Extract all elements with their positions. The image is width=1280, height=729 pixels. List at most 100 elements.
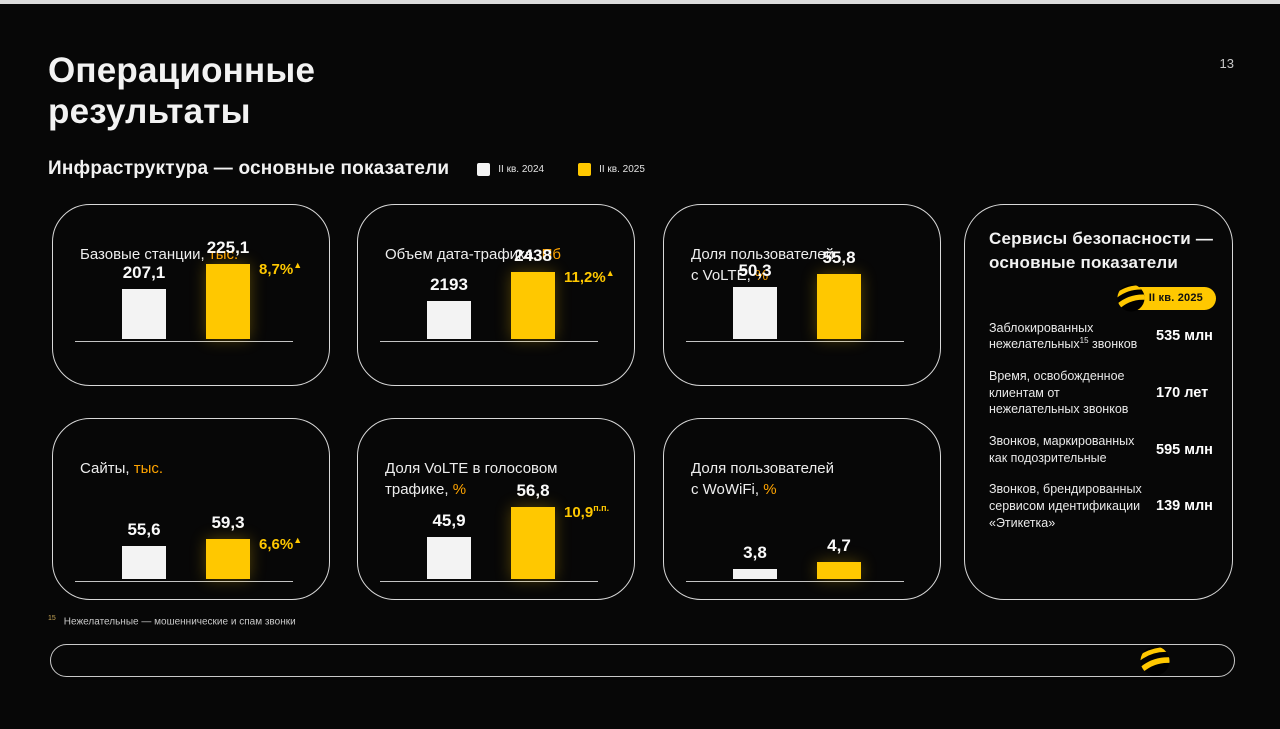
chart-title-text: Базовые станции,: [80, 246, 209, 264]
bar-value-label: 55,8: [822, 248, 856, 267]
bar-2024: [122, 289, 166, 339]
chart-card-base-stations: Базовые станции, тыс. 207,1 225,1 8,7%▲: [52, 204, 330, 386]
beeline-logo-icon: [1116, 283, 1145, 312]
chart-title: Доля пользователей с WoWiFi, %: [691, 439, 920, 500]
legend-swatch-yellow: [578, 162, 592, 176]
stat-row-marked-calls: Звонков, маркированных как подозрительны…: [989, 433, 1216, 466]
legend-label: II кв. 2024: [498, 163, 545, 175]
bar-2025: 6,6%▲: [206, 535, 302, 579]
bar-value-label: 59,3: [211, 513, 245, 532]
bar-group-2024: 3,8: [710, 543, 800, 579]
bar-group-2024: 55,6: [99, 520, 189, 579]
bar-value-label: 50,3: [738, 261, 772, 280]
stat-value: 170 лет: [1156, 385, 1209, 402]
badge-row: II кв. 2025: [989, 283, 1216, 312]
delta-value: 11,2%: [564, 269, 606, 286]
bar-2025: 11,2%▲: [511, 268, 615, 339]
delta-value: 8,7%: [259, 261, 294, 278]
footnote-marker: 15: [48, 615, 56, 622]
bar-group-2025: 4,7: [794, 536, 884, 579]
chart-axis-line: [75, 581, 293, 582]
chart-card-wowifi-users: Доля пользователей с WoWiFi, % 3,8 4,7: [663, 418, 941, 600]
chart-axis-line: [75, 341, 293, 342]
bar-value-label: 45,9: [432, 511, 466, 530]
bar-2025: 10,9п.п.: [511, 503, 609, 579]
stat-label-text: Заблокированных нежелательных: [989, 320, 1094, 352]
stat-row-time-saved: Время, освобожденное клиентам от нежелат…: [989, 368, 1216, 418]
stat-row-blocked-calls: Заблокированных нежелательных15 звонков …: [989, 320, 1216, 353]
bar-group-2024: 50,3: [710, 261, 800, 339]
stat-value: 535 млн: [1156, 328, 1213, 345]
chart-axis-line: [686, 581, 904, 582]
footnote-text: Нежелательные — мошеннические и спам зво…: [63, 616, 296, 628]
section-title: Инфраструктура — основные показатели: [48, 158, 450, 179]
chart-card-volte-users: Доля пользователей с VoLTE, % 50,3 55,8: [663, 204, 941, 386]
beeline-logo-icon: [1140, 646, 1170, 676]
bar-value-label: 225,1: [206, 238, 250, 257]
delta-unit-sup: п.п.: [593, 503, 610, 513]
delta-label: 10,9п.п.: [564, 503, 609, 521]
chart-title-text: Доля пользователей с WoWiFi,: [691, 460, 834, 498]
chart-title-text: Объем дата-трафика,: [385, 246, 542, 264]
chart-card-data-traffic: Объем дата-трафика, Пб 2193 2438 11,2%▲: [357, 204, 635, 386]
bottom-brand-bar: [50, 644, 1235, 677]
chart-axis-line: [380, 581, 598, 582]
stat-label: Заблокированных нежелательных15 звонков: [989, 320, 1156, 353]
page-title: Операционные результаты: [48, 51, 316, 132]
stat-label: Звонков, маркированных как подозрительны…: [989, 433, 1156, 466]
quarter-badge: II кв. 2025: [1116, 283, 1216, 312]
legend-label: II кв. 2025: [599, 163, 645, 175]
bar-value-label: 2438: [514, 246, 552, 265]
chart-unit: %: [452, 480, 467, 498]
bar-group-2025: 59,3 6,6%▲: [183, 513, 302, 579]
stat-label: Звонков, брендированных сервисом идентиф…: [989, 481, 1156, 531]
delta-arrow-icon: ▲: [605, 268, 615, 278]
stat-label-text: Звонков, брендированных сервисом идентиф…: [989, 482, 1142, 530]
delta-arrow-icon: ▲: [293, 535, 303, 545]
stat-label: Время, освобожденное клиентам от нежелат…: [989, 368, 1156, 418]
stat-label-text: звонков: [1088, 337, 1138, 352]
chart-unit: Пб: [541, 246, 561, 264]
bar-group-2024: 45,9: [404, 511, 494, 579]
bar-group-2024: 2193: [404, 275, 494, 339]
panel-title: Сервисы безопасности — основные показате…: [989, 229, 1214, 272]
chart-title: Объем дата-трафика, Пб: [385, 225, 614, 266]
bar-value-label: 207,1: [122, 263, 166, 282]
bar-2024: [427, 301, 471, 339]
bar-2024: [122, 546, 166, 579]
delta-arrow-icon: ▲: [293, 260, 303, 270]
bar-value-label: 3,8: [743, 543, 767, 562]
bar-2024: [427, 537, 471, 579]
chart-unit: тыс.: [208, 246, 239, 264]
bar-value-label: 2193: [430, 275, 468, 294]
security-services-panel: Сервисы безопасности — основные показате…: [964, 204, 1233, 600]
chart-unit: %: [763, 480, 777, 498]
bar-2025: 8,7%▲: [206, 260, 302, 339]
stat-value: 595 млн: [1156, 441, 1213, 458]
chart-axis-line: [380, 341, 598, 342]
chart-unit: тыс.: [133, 460, 164, 478]
stat-label-footnote-ref: 15: [1079, 336, 1089, 346]
page-number: 13: [1219, 56, 1234, 71]
stat-row-branded-calls: Звонков, брендированных сервисом идентиф…: [989, 481, 1216, 531]
legend-item-q2-2025: II кв. 2025: [578, 162, 645, 176]
delta-value: 6,6%: [259, 536, 294, 553]
chart-axis-line: [686, 341, 904, 342]
delta-value: 10,9: [564, 504, 594, 521]
chart-title-text: Доля пользователей с VoLTE,: [691, 246, 834, 284]
bar-value-label: 55,6: [127, 520, 161, 539]
bar-2025: [817, 274, 861, 339]
legend-item-q2-2024: II кв. 2024: [477, 162, 545, 176]
delta-label: 6,6%▲: [259, 535, 302, 553]
chart-card-volte-voice-share: Доля VoLTE в голосовом трафике, % 45,9 5…: [357, 418, 635, 600]
chart-title-text: Доля VoLTE в голосовом трафике,: [385, 460, 558, 498]
delta-label: 8,7%▲: [259, 260, 302, 278]
chart-title-text: Сайты,: [80, 460, 134, 478]
chart-title: Доля пользователей с VoLTE, %: [691, 225, 920, 286]
footnote: 15 Нежелательные — мошеннические и спам з…: [48, 615, 296, 627]
delta-label: 11,2%▲: [564, 268, 615, 286]
bar-2024: [733, 569, 777, 579]
chart-legend: II кв. 2024 II кв. 2025: [477, 162, 645, 176]
stat-label-text: Звонков, маркированных как подозрительны…: [989, 434, 1135, 465]
bar-group-2025: 56,8 10,9п.п.: [488, 481, 609, 579]
